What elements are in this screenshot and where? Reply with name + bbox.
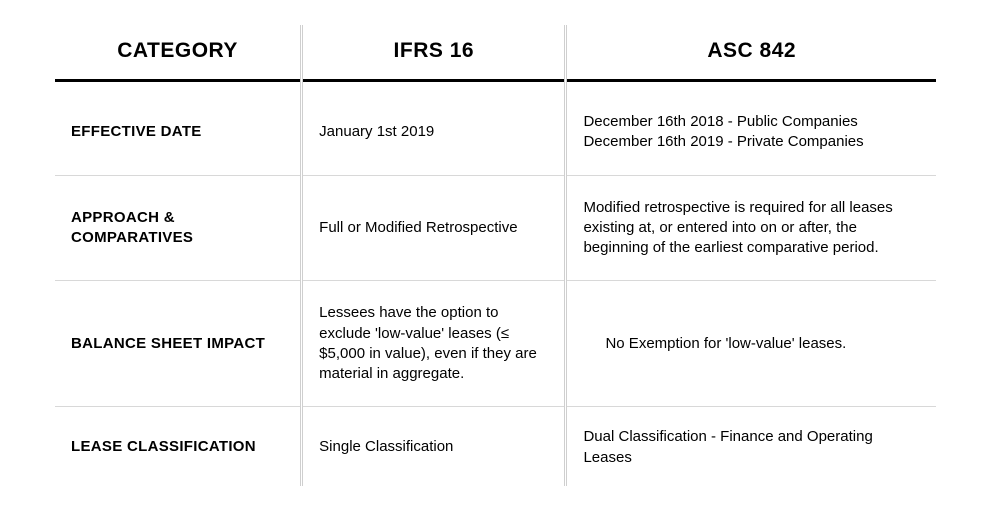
- col-header-ifrs16: IFRS 16: [302, 25, 566, 81]
- table-row: EFFECTIVE DATE January 1st 2019 December…: [55, 81, 936, 176]
- row-ifrs: Full or Modified Retrospective: [302, 175, 566, 281]
- row-ifrs: January 1st 2019: [302, 81, 566, 176]
- comparison-table: CATEGORY IFRS 16 ASC 842 EFFECTIVE DATE …: [55, 25, 936, 486]
- table-header-row: CATEGORY IFRS 16 ASC 842: [55, 25, 936, 81]
- table-row: APPROACH & COMPARATIVES Full or Modified…: [55, 175, 936, 281]
- col-header-asc842: ASC 842: [566, 25, 936, 81]
- table-row: BALANCE SHEET IMPACT Lessees have the op…: [55, 281, 936, 407]
- row-asc: No Exemption for 'low-value' leases.: [566, 281, 936, 407]
- row-category: BALANCE SHEET IMPACT: [55, 281, 302, 407]
- row-asc-text: No Exemption for 'low-value' leases.: [583, 334, 920, 354]
- row-asc: Modified retrospective is required for a…: [566, 175, 936, 281]
- table-row: LEASE CLASSIFICATION Single Classificati…: [55, 407, 936, 486]
- row-asc: December 16th 2018 - Public CompaniesDec…: [566, 81, 936, 176]
- row-ifrs: Lessees have the option to exclude 'low-…: [302, 281, 566, 407]
- row-ifrs: Single Classification: [302, 407, 566, 486]
- row-category: APPROACH & COMPARATIVES: [55, 175, 302, 281]
- row-category: EFFECTIVE DATE: [55, 81, 302, 176]
- row-asc: Dual Classification - Finance and Operat…: [566, 407, 936, 486]
- row-category: LEASE CLASSIFICATION: [55, 407, 302, 486]
- col-header-category: CATEGORY: [55, 25, 302, 81]
